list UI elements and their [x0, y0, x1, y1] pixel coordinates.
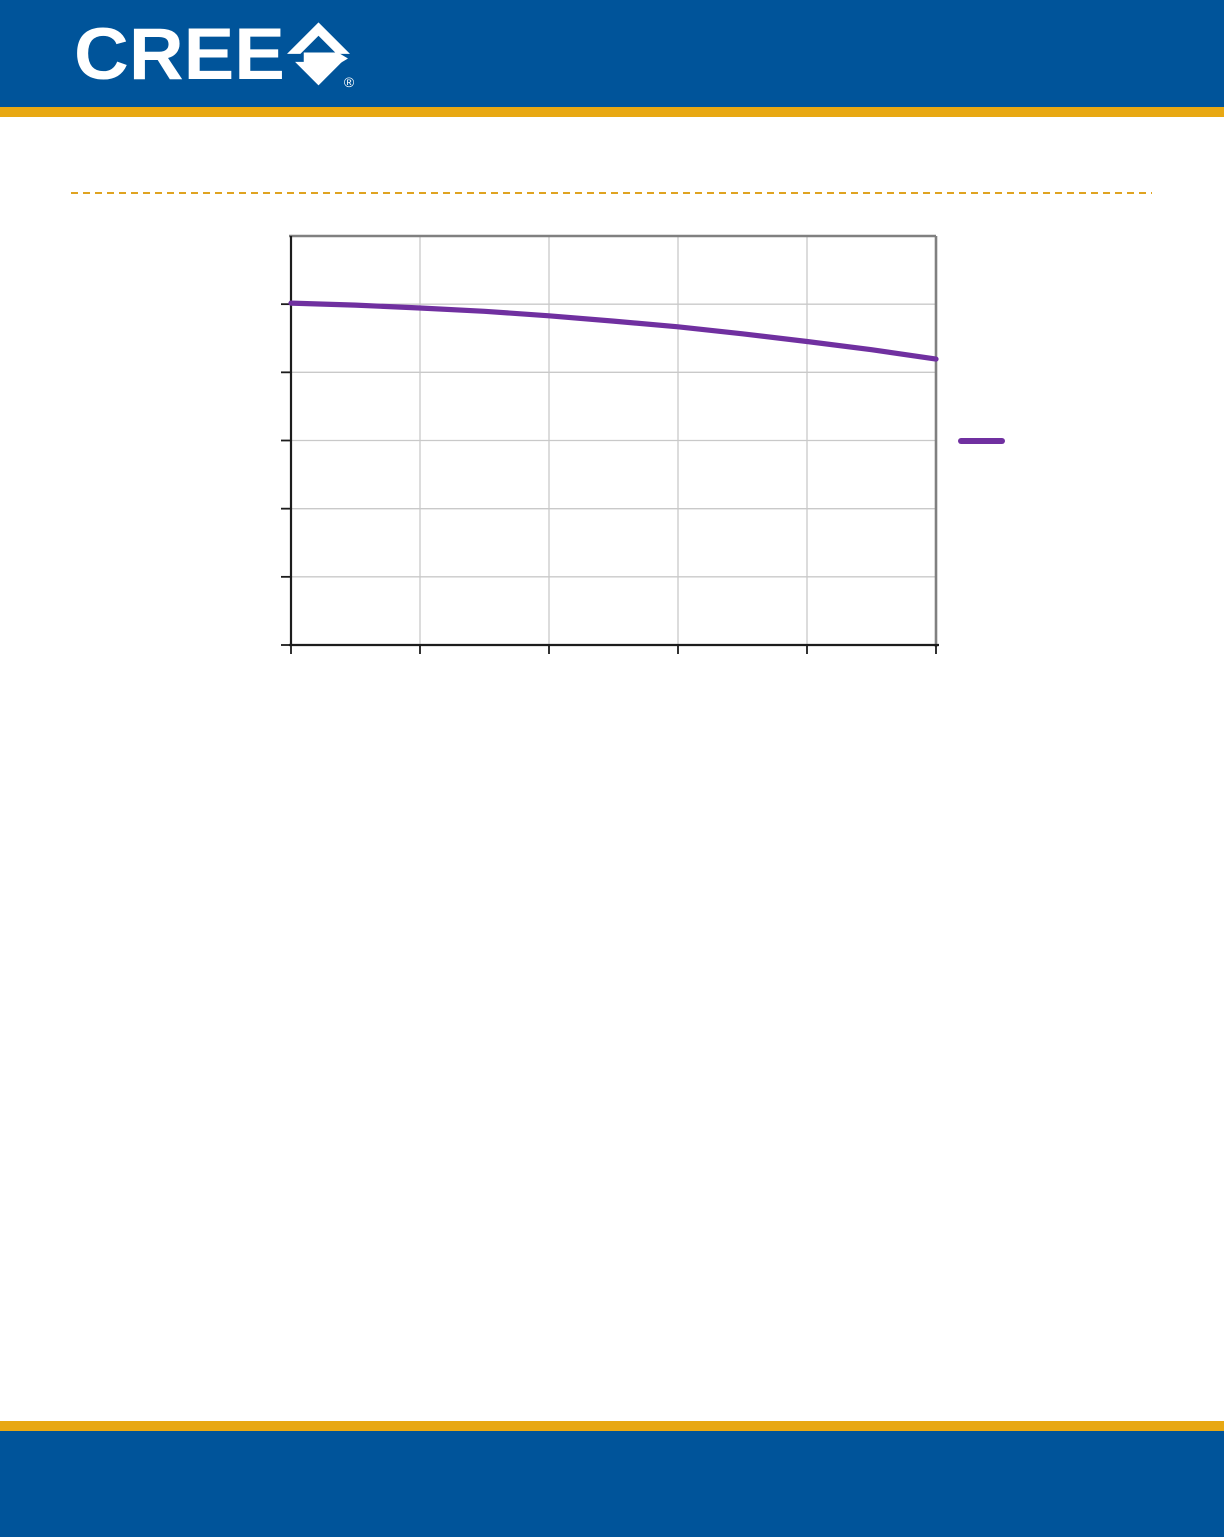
registered-mark: ® [343, 74, 355, 90]
legend-line-swatch [958, 438, 1005, 444]
line-chart-plot [281, 234, 939, 654]
chart-block [281, 233, 1021, 663]
cree-diamond-icon [286, 21, 350, 85]
footer-bar [0, 1431, 1224, 1537]
gold-dashed-separator [71, 192, 1152, 194]
header-bar: CREE ® [0, 0, 1224, 107]
footer-gold-stripe [0, 1421, 1224, 1431]
header-gold-stripe [0, 107, 1224, 117]
cree-logo-wordmark: CREE [74, 13, 285, 95]
chart-series-line [288, 300, 939, 362]
cree-logo: CREE ® [74, 13, 355, 95]
